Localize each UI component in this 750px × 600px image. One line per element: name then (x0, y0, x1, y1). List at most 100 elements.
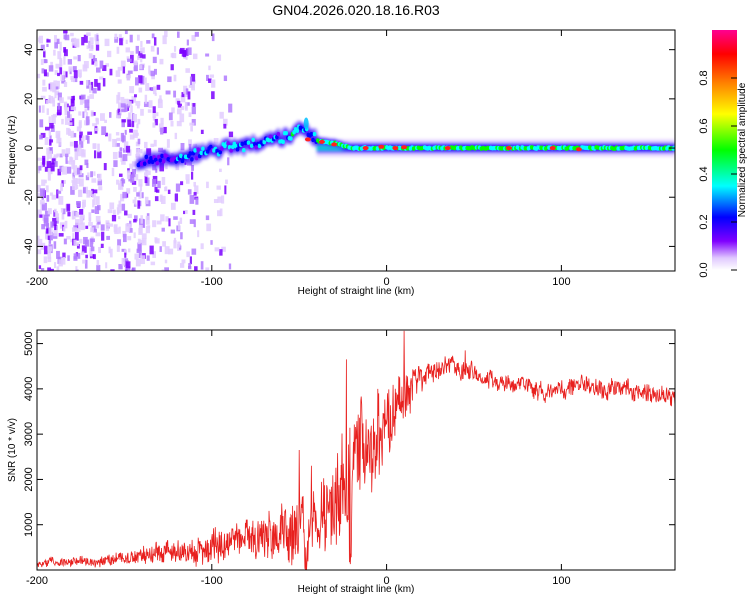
noise-speck (65, 71, 68, 78)
spectrogram-noise (37, 30, 234, 271)
noise-speck (57, 190, 62, 194)
noise-speck (96, 264, 101, 271)
noise-speck (67, 96, 72, 100)
noise-speck (138, 51, 143, 59)
noise-speck (139, 65, 143, 70)
noise-speck (80, 222, 85, 231)
noise-speck (76, 227, 81, 232)
noise-speck (189, 76, 192, 86)
noise-speck (140, 255, 146, 265)
noise-speck (75, 178, 81, 184)
x-tick-label: 100 (552, 575, 570, 587)
noise-speck (153, 68, 157, 75)
noise-speck (180, 181, 184, 186)
noise-speck (74, 151, 79, 160)
noise-speck (105, 220, 110, 226)
noise-speck (188, 143, 192, 150)
noise-speck (48, 147, 53, 154)
noise-speck (124, 210, 128, 216)
noise-speck (150, 143, 155, 148)
noise-speck (50, 162, 55, 172)
noise-speck (92, 58, 97, 62)
noise-speck (127, 236, 132, 241)
noise-speck (197, 230, 200, 238)
noise-speck (123, 141, 129, 150)
noise-speck (138, 179, 143, 187)
noise-speck (213, 137, 219, 144)
noise-speck (160, 117, 164, 125)
noise-speck (75, 266, 78, 270)
noise-speck (116, 245, 120, 252)
noise-speck (97, 173, 102, 182)
noise-speck (172, 52, 177, 59)
noise-speck (74, 232, 79, 241)
noise-speck (48, 65, 54, 72)
noise-speck (66, 203, 71, 212)
noise-speck (44, 166, 49, 172)
noise-speck (120, 193, 125, 202)
noise-speck (121, 161, 126, 165)
noise-speck (79, 165, 83, 171)
noise-speck (73, 171, 78, 176)
noise-speck (108, 133, 112, 142)
noise-speck (107, 50, 112, 58)
noise-speck (144, 94, 148, 104)
noise-speck (97, 220, 101, 225)
noise-speck (112, 209, 116, 218)
noise-speck (144, 141, 148, 149)
noise-speck (95, 38, 100, 45)
noise-speck (171, 107, 175, 114)
noise-speck (116, 94, 120, 104)
noise-speck (170, 202, 176, 210)
noise-speck (56, 213, 60, 221)
noise-speck (130, 54, 134, 64)
noise-speck (127, 269, 130, 271)
noise-speck (40, 132, 46, 138)
noise-speck (105, 223, 110, 232)
noise-speck (52, 217, 57, 226)
noise-speck (77, 54, 81, 62)
noise-speck (223, 75, 228, 82)
noise-speck (127, 70, 133, 74)
noise-speck (94, 35, 98, 42)
noise-speck (53, 154, 59, 158)
ridge-cell (267, 138, 271, 143)
colorbar-axis: 0.0 0.2 0.4 0.6 0.8 (698, 70, 737, 278)
noise-speck (116, 46, 120, 54)
noise-speck (103, 163, 107, 171)
noise-speck (68, 66, 74, 72)
noise-speck (61, 80, 66, 84)
noise-speck (189, 122, 195, 126)
noise-speck (138, 87, 143, 93)
noise-speck (156, 47, 159, 55)
noise-speck (81, 245, 87, 253)
noise-speck (227, 157, 230, 166)
noise-speck (53, 208, 57, 213)
noise-speck (143, 77, 147, 84)
noise-speck (37, 184, 41, 193)
y-tick-label: 5000 (23, 331, 35, 355)
spectrogram-image (37, 30, 675, 271)
noise-speck (138, 250, 142, 259)
noise-speck (43, 69, 47, 77)
noise-speck (165, 216, 169, 222)
noise-speck (59, 165, 64, 172)
noise-speck (127, 103, 130, 108)
noise-speck (82, 111, 85, 119)
noise-speck (84, 108, 87, 113)
noise-speck (166, 139, 170, 148)
noise-speck (180, 142, 185, 151)
noise-speck (57, 102, 61, 110)
noise-speck (130, 174, 135, 183)
ridge-cell (235, 147, 240, 152)
noise-speck (191, 248, 197, 255)
noise-speck (47, 235, 50, 240)
ridge-cell (240, 141, 245, 147)
noise-speck (148, 100, 153, 108)
noise-speck (72, 172, 76, 179)
noise-speck (173, 74, 177, 82)
noise-speck (127, 101, 132, 106)
noise-speck (158, 98, 162, 104)
noise-speck (129, 163, 134, 169)
